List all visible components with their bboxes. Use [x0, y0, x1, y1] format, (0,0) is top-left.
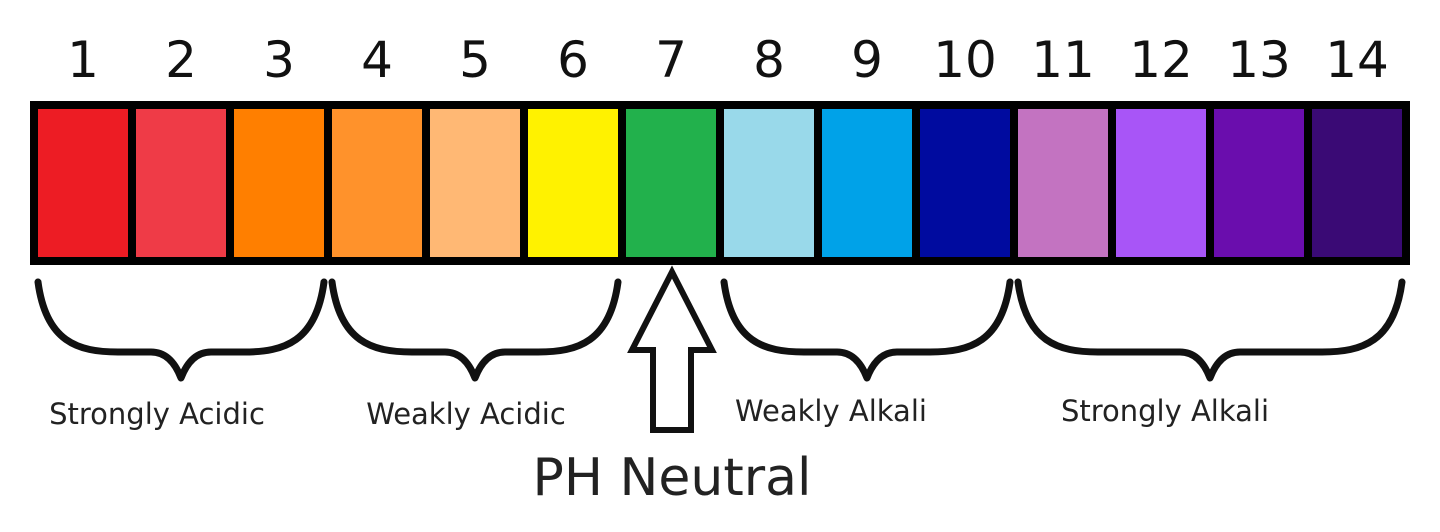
ph-cell-8	[724, 109, 814, 257]
ph-cell-6	[528, 109, 618, 257]
ph-number-6: 6	[557, 31, 589, 89]
ph-number-12: 12	[1129, 31, 1193, 89]
ph-cell-3	[234, 109, 324, 257]
ph-cell-13	[1214, 109, 1304, 257]
ph-cell-1	[38, 109, 128, 257]
ph-number-1: 1	[67, 31, 99, 89]
ph-number-9: 9	[851, 31, 883, 89]
ph-cell-14	[1312, 109, 1402, 257]
neutral-up-arrow	[627, 265, 717, 433]
ph-cell-5	[430, 109, 520, 257]
brace-weakly-acidic	[328, 278, 622, 382]
ph-cell-2	[136, 109, 226, 257]
ph-number-5: 5	[459, 31, 491, 89]
ph-cell-10	[920, 109, 1010, 257]
group-braces	[34, 278, 1406, 382]
ph-number-14: 14	[1325, 31, 1389, 89]
ph-number-7: 7	[655, 31, 687, 89]
group-label-weakly-alkali: Weakly Alkali	[735, 394, 927, 428]
group-label-strongly-acidic: Strongly Acidic	[49, 397, 265, 431]
brace-strongly-acidic	[34, 278, 328, 382]
ph-number-13: 13	[1227, 31, 1291, 89]
ph-number-2: 2	[165, 31, 197, 89]
group-label-strongly-alkali: Strongly Alkali	[1061, 394, 1269, 428]
ph-number-labels: 1 2 3 4 5 6 7 8 9 10 11 12 13 14	[67, 31, 1389, 89]
ph-color-cells	[38, 109, 1402, 257]
ph-neutral-label: PH Neutral	[533, 448, 812, 508]
ph-number-4: 4	[361, 31, 393, 89]
ph-cell-7	[626, 109, 716, 257]
ph-cell-12	[1116, 109, 1206, 257]
ph-number-3: 3	[263, 31, 295, 89]
ph-number-11: 11	[1031, 31, 1095, 89]
ph-cell-4	[332, 109, 422, 257]
group-label-weakly-acidic: Weakly Acidic	[366, 397, 566, 431]
ph-cell-11	[1018, 109, 1108, 257]
ph-cell-9	[822, 109, 912, 257]
ph-number-10: 10	[933, 31, 997, 89]
ph-number-8: 8	[753, 31, 785, 89]
brace-weakly-alkali	[720, 278, 1014, 382]
brace-strongly-alkali	[1014, 278, 1406, 382]
